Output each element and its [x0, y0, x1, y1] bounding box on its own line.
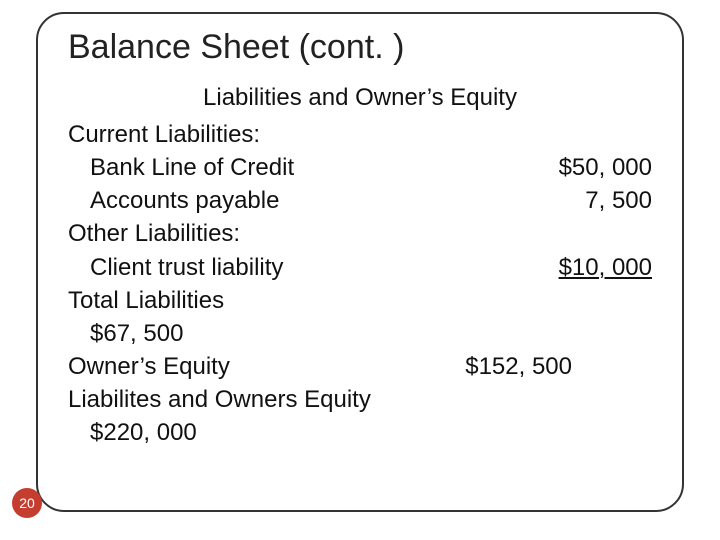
- owners-equity-label: Owner’s Equity: [68, 350, 230, 383]
- other-liabilities-label: Other Liabilities:: [68, 217, 652, 250]
- client-trust-label: Client trust liability: [68, 251, 283, 284]
- liab-owners-value: $220, 000: [68, 416, 652, 449]
- owners-equity-value: $152, 500: [465, 350, 652, 383]
- page-number-badge: 20: [12, 488, 42, 518]
- bank-line-label: Bank Line of Credit: [68, 151, 294, 184]
- accounts-payable-label: Accounts payable: [68, 184, 279, 217]
- liab-owners-label: Liabilites and Owners Equity: [68, 383, 652, 416]
- line-client-trust: Client trust liability $10, 000: [68, 251, 652, 284]
- section-heading: Liabilities and Owner’s Equity: [68, 81, 652, 114]
- slide-title: Balance Sheet (cont. ): [68, 28, 652, 67]
- bank-line-value: $50, 000: [559, 151, 652, 184]
- line-accounts-payable: Accounts payable 7, 500: [68, 184, 652, 217]
- current-liabilities-label: Current Liabilities:: [68, 118, 652, 151]
- line-bank-credit: Bank Line of Credit $50, 000: [68, 151, 652, 184]
- slide-body: Liabilities and Owner’s Equity Current L…: [68, 81, 652, 449]
- page-number: 20: [19, 495, 35, 511]
- total-liabilities-value: $67, 500: [68, 317, 652, 350]
- client-trust-value: $10, 000: [559, 251, 652, 284]
- total-liabilities-label: Total Liabilities: [68, 284, 652, 317]
- line-owners-equity: Owner’s Equity $152, 500: [68, 350, 652, 383]
- accounts-payable-value: 7, 500: [585, 184, 652, 217]
- slide-frame: Balance Sheet (cont. ) Liabilities and O…: [36, 12, 684, 512]
